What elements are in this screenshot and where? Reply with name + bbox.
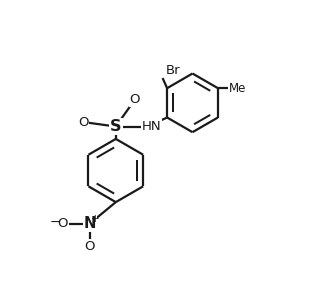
Text: Br: Br bbox=[165, 64, 180, 77]
Text: S: S bbox=[110, 119, 122, 134]
Text: O: O bbox=[78, 115, 88, 129]
Text: N: N bbox=[84, 216, 96, 231]
Text: Me: Me bbox=[229, 82, 246, 95]
Text: O: O bbox=[84, 240, 95, 253]
Text: O: O bbox=[130, 93, 140, 106]
Text: O: O bbox=[57, 217, 68, 230]
Text: +: + bbox=[90, 214, 99, 224]
Text: HN: HN bbox=[142, 120, 161, 133]
Text: −: − bbox=[50, 216, 61, 229]
